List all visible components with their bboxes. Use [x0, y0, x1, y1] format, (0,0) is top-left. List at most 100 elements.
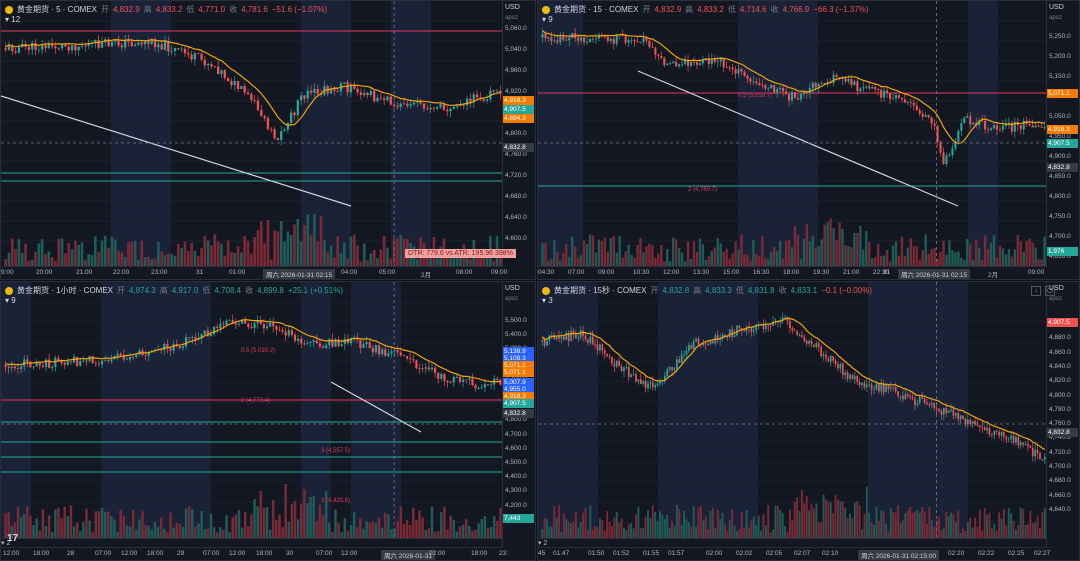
volume-bar	[160, 251, 164, 267]
price-plot[interactable]	[1, 1, 505, 269]
time-axis[interactable]: 9:00 20:00 21:00 22:00 23:00 31 01:00 周六 2026-0…	[1, 266, 507, 279]
volume-bar	[879, 256, 883, 267]
trend-line[interactable]	[637, 70, 959, 207]
candle-body	[194, 337, 197, 340]
volume-bar	[862, 249, 865, 267]
price-axis[interactable]: USD apoz 5,250.05,200.05,150.05,100.05,0…	[1046, 1, 1079, 279]
symbol-title[interactable]: 黄金期货 · 15 · COMEX	[554, 5, 639, 14]
symbol-title[interactable]: 黄金期货 · 5 · COMEX	[17, 5, 98, 14]
volume-bar	[651, 245, 654, 267]
time-axis[interactable]: 04:30 07:00 09:00 10:30 12:00 13:30 15:00 16:30…	[538, 266, 1047, 279]
candle-body	[384, 349, 387, 356]
volume-bar	[582, 240, 586, 267]
candle-body	[613, 363, 616, 367]
maximize-icon[interactable]: ▢	[1045, 286, 1055, 296]
volume-bar	[731, 253, 734, 267]
candle-body	[1031, 125, 1034, 128]
time-tick: 01:50	[588, 550, 605, 557]
volume-bar	[567, 521, 570, 538]
candle-body	[878, 383, 880, 392]
volume-bar	[993, 523, 996, 538]
candle-body	[543, 339, 546, 346]
candle-body	[429, 107, 432, 110]
candle-body	[160, 44, 163, 50]
volume-bar	[206, 240, 210, 267]
price-plot[interactable]: 0.5 (5,020.2)2 (4,773.4)3 (4,557.5)3 (4,…	[1, 282, 505, 540]
volume-bar	[900, 236, 904, 267]
price-axis[interactable]: USD apoz 4,900.04,880.04,860.04,840.04,8…	[1046, 282, 1079, 560]
chart-pane-1h[interactable]: 黄金期货 · 1小时 · COMEX 开 4,874.3 高 4,917.0 低 4,…	[0, 281, 536, 561]
volume-bar	[758, 256, 761, 267]
volume-bar	[319, 215, 323, 267]
candle-body	[119, 353, 122, 356]
indicator-toggle[interactable]: ▾ 3	[542, 296, 553, 305]
candle-body	[203, 330, 206, 335]
candle-body	[784, 316, 786, 318]
candle-body	[233, 81, 236, 86]
candle-body	[203, 59, 207, 66]
indicator-toggle[interactable]: ▾ 12	[5, 15, 21, 24]
tradingview-logo[interactable]: 17	[7, 533, 19, 544]
candle-body	[555, 336, 558, 340]
time-axis[interactable]: 45 01:47 01:50 01:52 01:55 01:57 02:00 02:02 02:…	[538, 547, 1050, 560]
volume-bar	[499, 508, 502, 538]
candle-body	[827, 358, 830, 362]
candle-body	[69, 361, 73, 363]
candle-body	[1036, 449, 1039, 454]
candle-body	[978, 120, 981, 126]
volume-bar	[942, 528, 945, 538]
candle-body	[562, 36, 565, 40]
candle-body	[313, 88, 316, 93]
volume-bar	[268, 529, 272, 538]
currency-label[interactable]: USD	[1049, 285, 1064, 292]
candle-body	[966, 116, 969, 118]
currency-label[interactable]: USD	[505, 285, 520, 292]
currency-label[interactable]: USD	[1049, 4, 1064, 11]
candle-body	[499, 379, 502, 385]
indicator-toggle[interactable]: ▾ 9	[5, 296, 16, 305]
volume-bar	[620, 518, 623, 538]
price-tick: 4,840.0	[1049, 362, 1071, 370]
volume-bar	[445, 252, 449, 267]
volume-bar	[933, 247, 936, 267]
time-axis[interactable]: 12:00 18:00 28 07:00 12:00 18:00 29 07:00 12:00 1…	[1, 547, 508, 560]
chart-pane-15m[interactable]: 黄金期货 · 15 · COMEX 开 4,832.9 高 4,833.2 低 4,7…	[537, 0, 1080, 280]
volume-bar	[393, 528, 396, 538]
volume-bar	[773, 246, 776, 267]
chart-pane-15s[interactable]: 黄金期货 · 15秒 · COMEX 开 4,832.8 高 4,833.3 低 4,…	[537, 281, 1080, 561]
volume-bar	[336, 236, 339, 267]
volume-bar	[396, 521, 399, 538]
volume-bar	[909, 506, 912, 538]
currency-label[interactable]: USD	[505, 4, 520, 11]
candle-body	[822, 354, 825, 357]
price-plot[interactable]	[538, 282, 1049, 540]
candle-body	[114, 40, 117, 42]
volume-bar	[386, 247, 389, 267]
indicator-toggle[interactable]: ▾ 9	[542, 15, 553, 24]
volume-bar	[265, 507, 269, 538]
price-plot[interactable]: 0.5 (5,059.7)2 (4,760.7)	[538, 1, 1049, 269]
volume-bar	[4, 513, 7, 538]
candle-body	[776, 89, 779, 93]
volume-bar	[851, 518, 854, 538]
symbol-title[interactable]: 黄金期货 · 15秒 · COMEX	[554, 286, 647, 295]
volume-bar	[359, 518, 362, 538]
candle-body	[752, 81, 755, 83]
volume-bar	[342, 242, 346, 267]
candle-body	[647, 383, 649, 388]
volume-bar	[654, 512, 657, 538]
price-axis[interactable]: USD apoz 5,060.0 5,040.0 4,960.0 4,920.0 4,8…	[502, 1, 535, 279]
download-icon[interactable]: ↓	[1031, 286, 1041, 296]
candle-body	[300, 338, 303, 344]
session-band	[351, 282, 401, 540]
price-axis[interactable]: USD apoz 5,500.05,400.05,300.05,200.05,1…	[502, 282, 535, 560]
symbol-title[interactable]: 黄金期货 · 1小时 · COMEX	[17, 286, 114, 295]
price-tag: 4,894.3	[503, 114, 534, 123]
candle-body	[280, 131, 283, 140]
candle-body	[188, 337, 191, 338]
volume-bar	[975, 239, 978, 267]
candle-body	[683, 354, 685, 356]
volume-bar	[704, 260, 708, 267]
trend-line[interactable]	[1, 95, 352, 207]
chart-pane-5m[interactable]: 黄金期货 · 5 · COMEX 开 4,832.9 高 4,833.2 低 4,77…	[0, 0, 536, 280]
